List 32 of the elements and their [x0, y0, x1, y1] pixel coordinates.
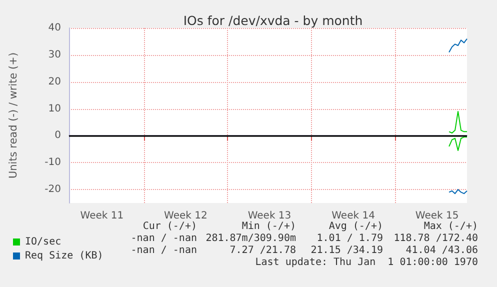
line-series: [448, 38, 468, 53]
text: 118.78 /172.40: [394, 233, 478, 244]
text: -nan / -nan: [130, 233, 197, 244]
line-series: [448, 110, 468, 134]
text: Max (-/+): [424, 221, 478, 232]
text: 1.01 / 1.79: [316, 233, 383, 244]
text: Avg (-/+): [328, 221, 383, 232]
x-tick-label: Week 14: [332, 210, 375, 222]
y-tick-label: 10: [48, 103, 61, 114]
chart-title: IOs for /dev/xvda - by month: [183, 13, 363, 28]
y-axis-title: Units read (-) / write (+): [8, 52, 20, 179]
text: Min (-/+): [242, 221, 296, 232]
text: 281.87m/309.90m: [206, 233, 296, 244]
legend-label: Req Size (KB): [25, 250, 104, 262]
y-tick-label: 40: [48, 22, 61, 34]
y-tick-label: 20: [48, 76, 61, 88]
text: 7.27 /21.78: [230, 245, 296, 256]
line-series: [448, 136, 468, 151]
x-tick-label: Week 15: [415, 210, 459, 222]
text: Cur (-/+): [142, 221, 197, 232]
legend-label: IO/sec: [25, 236, 62, 248]
text: -nan / -nan: [130, 245, 197, 256]
text: Last update: Thu Jan 1 01:00:00 1970: [255, 257, 478, 268]
x-tick-label: Week 13: [248, 210, 292, 222]
x-tick-label: Week 12: [164, 210, 208, 222]
text: 21.15 /34.19: [310, 245, 383, 256]
y-tick-label: 30: [48, 49, 61, 60]
x-tick-label: Week 11: [80, 210, 124, 222]
text: 41.04 /43.06: [406, 245, 478, 256]
y-tick-label: -20: [44, 184, 61, 196]
y-tick-label: 0: [54, 130, 61, 142]
y-tick-label: -10: [44, 157, 61, 168]
